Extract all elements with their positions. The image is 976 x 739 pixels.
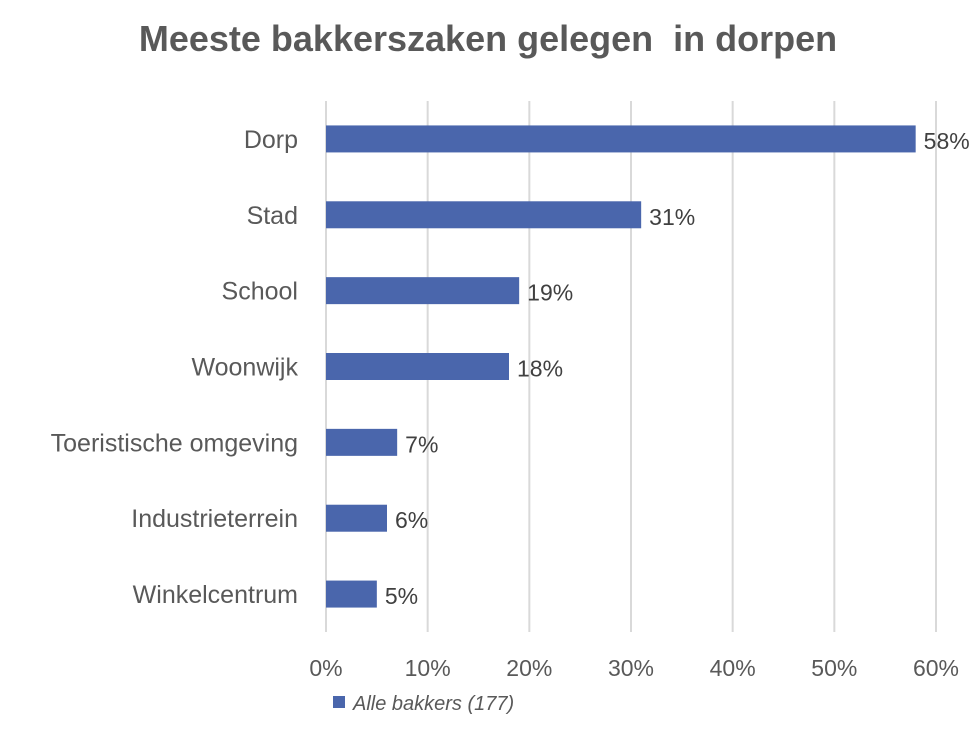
x-tick-label: 60% bbox=[913, 655, 959, 681]
x-tick-label: 40% bbox=[710, 655, 756, 681]
x-tick-label: 10% bbox=[405, 655, 451, 681]
data-label: 7% bbox=[405, 431, 438, 457]
data-labels: 58% 31% 19% 18% 7% 6% 5% bbox=[385, 128, 970, 609]
x-tick-label: 50% bbox=[811, 655, 857, 681]
bar bbox=[326, 353, 509, 380]
x-tick-labels: 0% 10% 20% 30% 40% 50% 60% bbox=[309, 655, 959, 681]
data-label: 5% bbox=[385, 583, 418, 609]
legend-label: Alle bakkers (177) bbox=[352, 693, 514, 715]
category-label: Stad bbox=[247, 202, 298, 230]
data-label: 58% bbox=[924, 128, 970, 154]
category-label: Toeristische omgeving bbox=[51, 429, 298, 457]
category-label: Dorp bbox=[244, 126, 298, 154]
bar bbox=[326, 125, 916, 153]
category-label: School bbox=[222, 278, 298, 306]
category-label: Industrieterrein bbox=[131, 505, 298, 533]
bar bbox=[326, 580, 377, 608]
bar bbox=[326, 504, 387, 532]
chart-title: Meeste bakkerszaken gelegen in dorpen bbox=[138, 18, 838, 59]
data-label: 18% bbox=[517, 356, 563, 382]
bar bbox=[326, 428, 398, 456]
data-label: 19% bbox=[527, 280, 573, 306]
data-label: 31% bbox=[649, 204, 695, 230]
x-tick-label: 20% bbox=[506, 655, 552, 681]
bar bbox=[326, 277, 520, 305]
legend-swatch bbox=[333, 696, 345, 708]
category-label: Woonwijk bbox=[191, 354, 298, 382]
legend: Alle bakkers (177) bbox=[333, 693, 514, 715]
bar bbox=[326, 201, 642, 229]
x-tick-label: 30% bbox=[608, 655, 654, 681]
bars bbox=[326, 125, 916, 608]
category-labels: Dorp Stad School Woonwijk Toeristische omgev… bbox=[51, 126, 299, 609]
data-label: 6% bbox=[395, 507, 428, 533]
x-tick-label: 0% bbox=[309, 655, 342, 681]
category-label: Winkelcentrum bbox=[133, 581, 298, 609]
